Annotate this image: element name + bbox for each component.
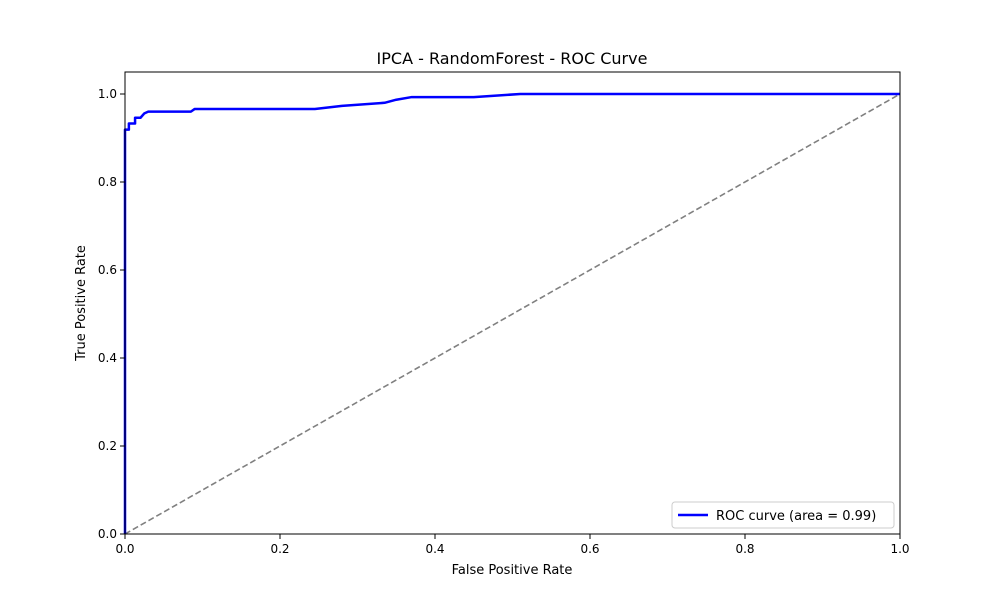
y-tick-label: 0.0 [98,527,117,541]
roc-curve-line [123,92,900,534]
x-axis-label: False Positive Rate [452,563,573,578]
plot-frame [124,71,901,535]
legend-box [671,501,895,529]
legend-label: ROC curve (area = 0.99) [716,509,876,524]
x-tick-label: 0.0 [115,542,134,556]
legend: ROC curve (area = 0.99) [671,501,895,529]
x-tick-label: 0.8 [735,542,754,556]
y-tick-label: 1.0 [98,87,117,101]
x-tick-label: 0.4 [425,542,444,556]
y-axis-label: True Positive Rate [74,245,89,362]
y-axis-ticks: 0.0 0.2 0.4 0.6 0.8 1.0 [98,87,125,541]
x-tick-label: 0.6 [580,542,599,556]
chart-title: IPCA - RandomForest - ROC Curve [377,49,648,68]
series-layer [123,92,901,535]
x-axis-ticks: 0.0 0.2 0.4 0.6 0.8 1.0 [115,534,910,556]
y-tick-label: 0.8 [98,175,117,189]
y-tick-label: 0.6 [98,263,117,277]
x-tick-label: 0.2 [270,542,289,556]
chance-diagonal-line [124,93,901,535]
x-tick-label: 1.0 [890,542,909,556]
y-tick-label: 0.4 [98,351,117,365]
y-tick-label: 0.2 [98,439,117,453]
